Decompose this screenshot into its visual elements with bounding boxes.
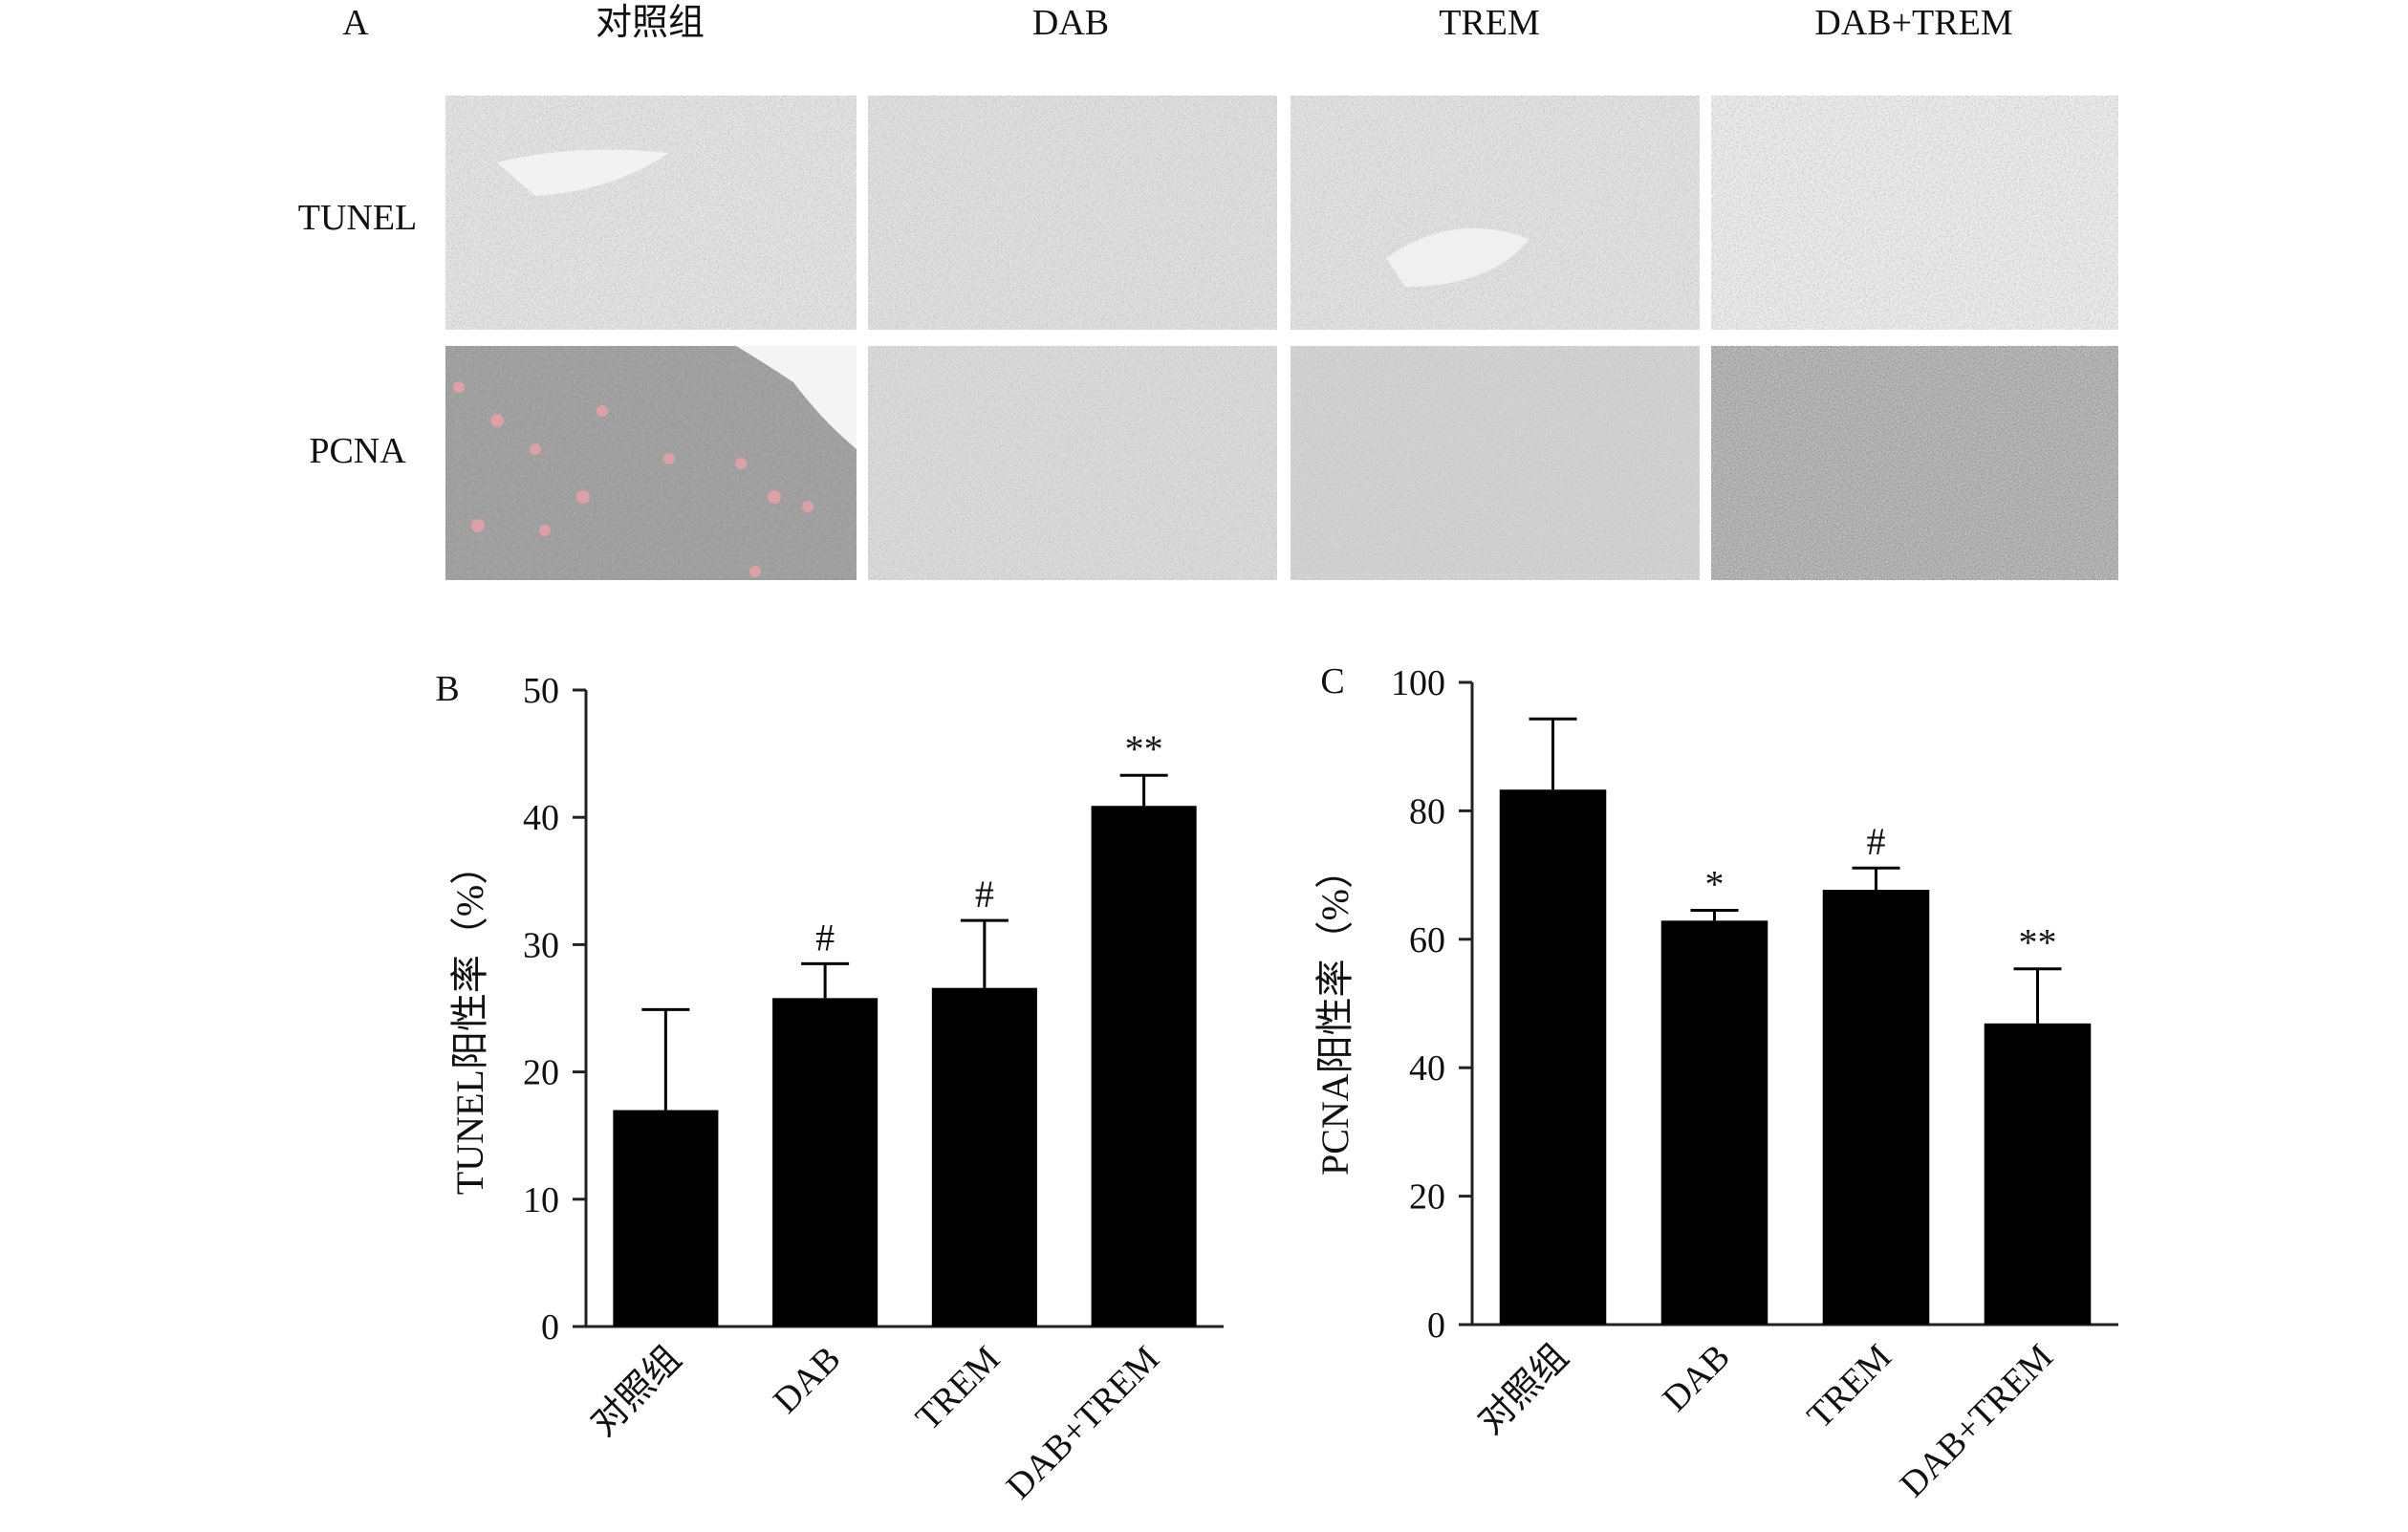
x-tick-label: DAB xyxy=(1655,1337,1737,1419)
micrograph-tunel-dab-trem xyxy=(1711,96,2118,330)
x-tick-label: TREM xyxy=(1800,1337,1899,1436)
y-tick-label: 20 xyxy=(1409,1177,1445,1218)
y-tick-label: 40 xyxy=(523,798,559,838)
significance-mark: ** xyxy=(2019,921,2057,964)
x-tick-label: DAB xyxy=(766,1339,848,1421)
significance-mark: # xyxy=(975,873,994,916)
significance-mark: * xyxy=(1705,863,1725,906)
row-label-tunel: TUNEL xyxy=(298,198,418,238)
bar xyxy=(931,987,1037,1327)
y-tick-label: 30 xyxy=(523,925,559,965)
bar xyxy=(1091,806,1197,1327)
significance-mark: ** xyxy=(1125,727,1163,770)
row-label-pcna: PCNA xyxy=(309,431,406,471)
y-tick-label: 10 xyxy=(523,1180,559,1220)
column-label-dab-trem: DAB+TREM xyxy=(1814,3,2012,43)
bar xyxy=(772,998,879,1327)
axes: 0 20 40 60 80 100 xyxy=(1391,663,2118,1346)
bar xyxy=(613,1110,719,1327)
x-tick-label: DAB+TREM xyxy=(999,1339,1167,1507)
panel-b-letter: B xyxy=(435,669,459,709)
pcna-y-axis-label: PCNA阳性率（%） xyxy=(1313,851,1356,1176)
micrograph-tunel-trem xyxy=(1291,96,1700,330)
column-label-trem: TREM xyxy=(1439,3,1540,43)
x-tick-label: 对照组 xyxy=(1471,1337,1576,1442)
column-label-dab: DAB xyxy=(1032,3,1109,43)
panel-a-letter: A xyxy=(342,3,369,43)
significance-mark: # xyxy=(815,916,835,959)
bar xyxy=(1822,890,1930,1325)
micrograph-pcna-dab-trem xyxy=(1711,346,2118,580)
micrograph-tunel-dab xyxy=(868,96,1277,330)
tunel-bar-chart: B TUNEL阳性率（%） 0 10 20 30 40 50 对照组 # DAB # TREM ** D… xyxy=(435,669,1224,1507)
x-tick-label: 对照组 xyxy=(583,1339,688,1444)
pcna-bar-chart: C PCNA阳性率（%） 0 20 40 60 80 100 对照组 * DAB # TREM ** D… xyxy=(1313,661,2118,1505)
bar xyxy=(1660,920,1768,1325)
tunel-y-axis-label: TUNEL阳性率（%） xyxy=(448,847,491,1195)
x-tick-label: TREM xyxy=(908,1339,1008,1438)
panel-c-letter: C xyxy=(1320,661,1344,701)
micrograph-pcna-control xyxy=(445,346,857,580)
y-tick-label: 40 xyxy=(1409,1048,1445,1089)
micrograph-pcna-dab xyxy=(868,346,1277,580)
x-tick-label: DAB+TREM xyxy=(1893,1337,2061,1505)
y-tick-label: 60 xyxy=(1409,920,1445,960)
column-label-control: 对照组 xyxy=(596,3,705,43)
y-tick-label: 0 xyxy=(541,1307,559,1348)
y-tick-label: 50 xyxy=(523,671,559,711)
micrograph-pcna-trem xyxy=(1291,346,1700,580)
bar xyxy=(1984,1023,2092,1325)
micrograph-tunel-control xyxy=(445,96,857,330)
y-tick-label: 0 xyxy=(1427,1305,1445,1346)
significance-mark: # xyxy=(1867,820,1886,863)
y-tick-label: 100 xyxy=(1391,663,1445,703)
micrograph-panel: A 对照组 DAB TREM DAB+TREM TUNEL PCNA xyxy=(298,3,2118,580)
y-tick-label: 80 xyxy=(1409,791,1445,831)
y-tick-label: 20 xyxy=(523,1053,559,1093)
bar xyxy=(1499,789,1607,1325)
